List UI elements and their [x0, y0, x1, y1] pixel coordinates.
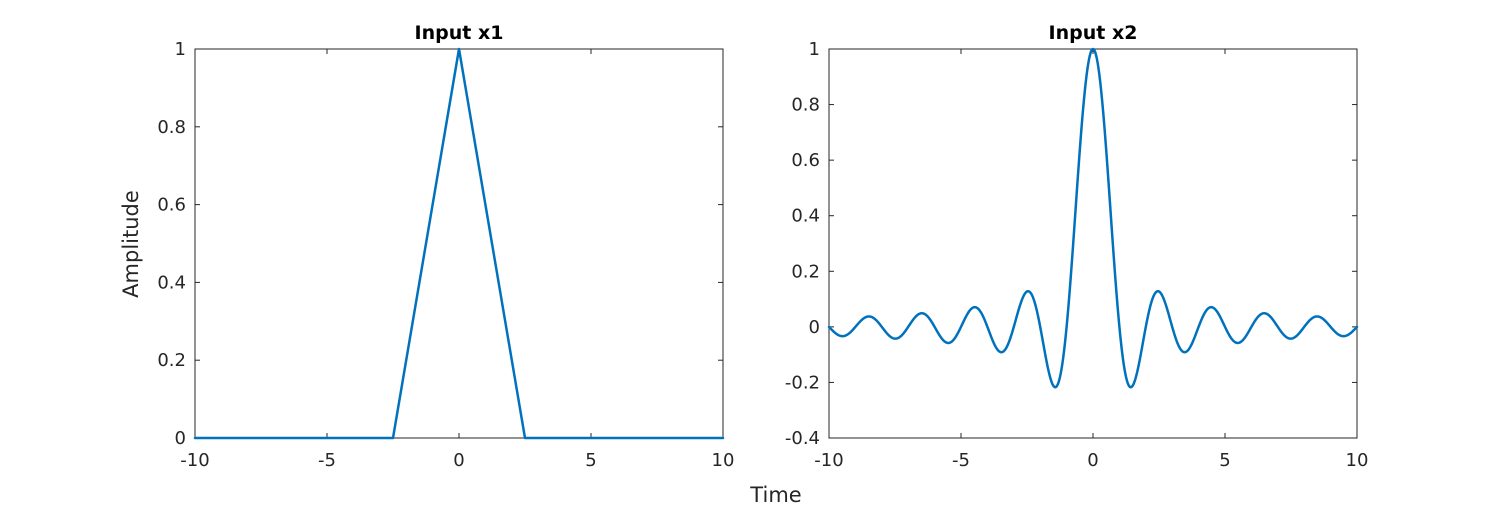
- x-tick-label: 0: [453, 450, 464, 471]
- y-tick-label: -0.4: [785, 428, 820, 449]
- y-tick-label: 0.2: [791, 261, 820, 282]
- series-line-x2: [827, 47, 1359, 389]
- y-tick-label: 0.2: [157, 350, 186, 371]
- chart-title-x2: Input x2: [1049, 22, 1138, 44]
- series-line-x1: [193, 47, 725, 440]
- y-ticks-x1: 0 0.2 0.4 0.6 0.8 1: [157, 39, 723, 449]
- x-tick-label: 5: [1219, 450, 1230, 471]
- plot-area-x2: [828, 48, 1358, 439]
- y-tick-label: 0.6: [791, 150, 820, 171]
- y-tick-label: 0.8: [157, 117, 186, 138]
- x-axis-title: Time: [749, 483, 801, 507]
- series-x2: [827, 47, 1359, 389]
- y-tick-label: 0: [809, 317, 820, 338]
- chart-title-x1: Input x1: [415, 22, 504, 44]
- axes-input-x2: -10 -5 0 5 10 -0.4 -0.2 0 0.2 0.4 0.6 0.8 1 Input x…: [785, 22, 1369, 471]
- y-tick-label: 1: [809, 39, 820, 60]
- axes-input-x1: -10 -5 0 5 10 0 0.2 0.4 0.6 0.8 1 Input x1: [157, 22, 734, 471]
- y-tick-label: 0.6: [157, 195, 186, 216]
- y-axis-title: Amplitude: [119, 190, 143, 298]
- y-tick-label: 0: [175, 428, 186, 449]
- y-tick-label: 0.4: [791, 206, 820, 227]
- x-tick-label: 5: [585, 450, 596, 471]
- x-tick-label: -5: [952, 450, 970, 471]
- y-tick-label: 1: [175, 39, 186, 60]
- x-tick-label: -10: [180, 450, 209, 471]
- x-tick-label: -5: [318, 450, 336, 471]
- x-tick-label: 10: [712, 450, 735, 471]
- x-tick-label: -10: [814, 450, 843, 471]
- x-tick-label: 10: [1346, 450, 1369, 471]
- x-ticks-x1: -10 -5 0 5 10: [180, 49, 734, 471]
- y-tick-label: 0.8: [791, 95, 820, 116]
- y-ticks-x2: -0.4 -0.2 0 0.2 0.4 0.6 0.8 1: [785, 39, 1357, 449]
- series-x1: [193, 47, 725, 440]
- plot-area-x1: [194, 48, 724, 439]
- y-tick-label: -0.2: [785, 372, 820, 393]
- x-tick-label: 0: [1087, 450, 1098, 471]
- y-tick-label: 0.4: [157, 272, 186, 293]
- x-ticks-x2: -10 -5 0 5 10: [814, 49, 1368, 471]
